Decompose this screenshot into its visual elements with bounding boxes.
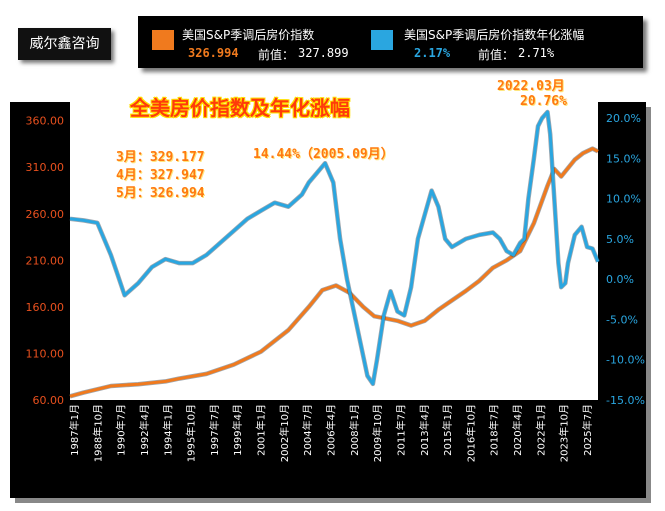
x-axis-tick-label: 2020年4月 (511, 404, 524, 456)
right-axis-tick-label: 20.0% (606, 112, 641, 125)
x-axis-tick-label: 1999年4月 (231, 404, 244, 456)
x-axis-tick-label: 1997年7月 (208, 404, 221, 456)
yoy-legend-name: 美国S&P季调后房价指数年化涨幅 (404, 28, 585, 42)
annotation-may: 5月：326.994 (116, 186, 205, 201)
x-axis-tick-label: 2004年7月 (301, 404, 314, 456)
left-axis-tick-label: 160.00 (26, 301, 65, 314)
x-axis-tick-label: 2015年1月 (441, 404, 454, 456)
index-legend-name: 美国S&P季调后房价指数 (182, 28, 315, 42)
right-axis-tick-label: -10.0% (606, 354, 645, 367)
left-axis-tick-label: 360.00 (26, 115, 65, 128)
yoy-prev-label: 前值： (478, 48, 515, 62)
brand-label: 威尔鑫咨询 (18, 28, 111, 60)
x-axis-tick-label: 2001年1月 (255, 404, 268, 456)
index-swatch (152, 30, 174, 50)
x-axis-tick-label: 1990年7月 (115, 404, 128, 456)
left-axis-tick-label: 260.00 (26, 208, 65, 221)
right-axis-tick-label: 0.0% (606, 273, 634, 286)
annotation-2022-peak: 20.76% (520, 94, 567, 109)
right-axis-tick-label: 5.0% (606, 233, 634, 246)
x-axis-tick-label: 2018年7月 (488, 404, 501, 456)
x-axis-tick-label: 1994年1月 (161, 404, 174, 456)
x-axis-tick-label: 2011年7月 (394, 404, 407, 456)
yoy-swatch (371, 30, 393, 50)
left-axis-tick-label: 310.00 (26, 161, 65, 174)
x-axis-tick-label: 1995年10月 (185, 404, 198, 462)
x-axis-tick-label: 2008年1月 (348, 404, 361, 456)
left-axis-tick-label: 110.00 (26, 347, 65, 360)
x-axis-tick-label: 2009年10月 (371, 404, 384, 462)
yoy-latest-value: 2.17% (414, 46, 451, 60)
annotation-april: 4月：327.947 (116, 168, 205, 183)
x-axis-tick-label: 1987年1月 (68, 404, 81, 456)
annotation-2022-date: 2022.03月 (497, 79, 565, 94)
x-axis-tick-label: 2025年7月 (581, 404, 594, 456)
chart-title: 全美房价指数及年化涨幅 (130, 96, 350, 120)
x-axis-tick-label: 2023年10月 (558, 404, 571, 462)
right-axis-tick-label: 10.0% (606, 193, 641, 206)
right-axis-tick-label: -5.0% (606, 313, 638, 326)
x-axis-tick-label: 2013年4月 (418, 404, 431, 456)
x-axis-tick-label: 1992年4月 (138, 404, 151, 456)
annotation-march: 3月：329.177 (116, 150, 205, 165)
yoy-prev-value: 2.71% (518, 46, 555, 60)
x-axis-tick-label: 2016年10月 (464, 404, 477, 462)
annotation-2005-peak: 14.44%（2005.09月） (253, 147, 394, 162)
left-axis-tick-label: 60.00 (33, 394, 65, 407)
plot-area (70, 102, 598, 400)
index-series-line (69, 147, 599, 398)
legend-panel: 美国S&P季调后房价指数 326.994 前值： 327.899 美国S&P季调… (138, 16, 643, 68)
index-latest-value: 326.994 (188, 46, 239, 60)
left-axis-tick-label: 210.00 (26, 254, 65, 267)
right-axis-tick-label: 15.0% (606, 152, 641, 165)
x-axis-tick-label: 2002年10月 (278, 404, 291, 462)
yoy-series-line (69, 110, 600, 386)
x-axis-tick-label: 2006年4月 (325, 404, 338, 456)
right-axis-tick-label: -15.0% (606, 394, 645, 407)
index-prev-value: 327.899 (298, 46, 349, 60)
x-axis-tick-label: 2022年1月 (534, 404, 547, 456)
x-axis-tick-label: 1988年10月 (91, 404, 104, 462)
index-prev-label: 前值： (258, 48, 295, 62)
